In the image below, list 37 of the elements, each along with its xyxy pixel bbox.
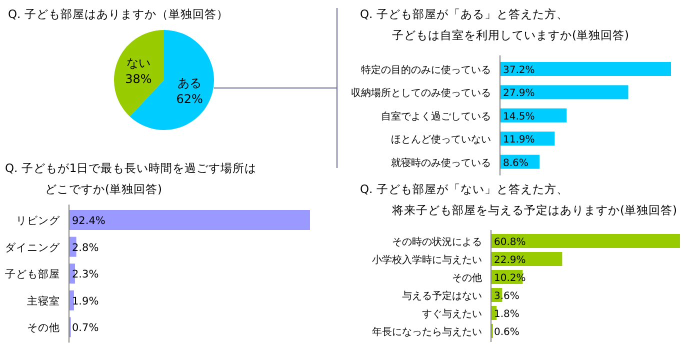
chart-title: Q. 子ども部屋が「ない」と答えた方、将来子ども部屋を与える予定はありますか(単独回答) xyxy=(360,182,677,217)
y-tick-label: 子ども部屋 xyxy=(5,268,60,281)
y-tick-label: その他 xyxy=(452,272,482,284)
data-label: 60.8% xyxy=(494,237,526,248)
data-label: 2.8% xyxy=(72,242,99,254)
data-label: 62% xyxy=(176,92,203,106)
y-tick-label: リビング xyxy=(16,215,61,227)
data-label: 92.4% xyxy=(72,215,106,227)
y-tick-label: ほとんど使っていない xyxy=(391,134,491,146)
data-label: 11.9% xyxy=(503,134,535,146)
chart-title: Q. 子どもが1日で最も長い時間を過ごす場所はどこですか(単独回答) xyxy=(5,161,257,196)
chart-title: Q. 子ども部屋が「ある」と答えた方、子どもは自室を利用していますか(単独回答) xyxy=(360,7,629,42)
y-tick-label: 小学校入学時に与えたい xyxy=(372,254,482,266)
y-tick-label: 自室でよく過ごしている xyxy=(381,110,491,122)
data-label: 0.7% xyxy=(72,322,99,334)
data-label: 8.6% xyxy=(503,158,528,169)
y-tick-label: ダイニング xyxy=(5,242,61,254)
y-tick-label: その時の状況による xyxy=(392,236,482,248)
data-label: 38% xyxy=(125,72,152,86)
y-tick-label: 年長になったら与えたい xyxy=(372,326,482,338)
slice-label: ない xyxy=(126,56,150,70)
data-label: 2.3% xyxy=(72,268,99,281)
y-tick-label: 特定の目的のみに使っている xyxy=(361,64,491,76)
chart-title: Q. 子ども部屋はありますか（単独回答） xyxy=(8,7,228,21)
data-label: 1.9% xyxy=(72,295,99,308)
slice-label: ある xyxy=(178,76,202,90)
y-tick-label: その他 xyxy=(27,322,60,334)
y-tick-label: すぐ与えたい xyxy=(422,308,482,320)
data-label: 22.9% xyxy=(494,255,526,266)
y-tick-label: 主寝室 xyxy=(27,294,60,308)
data-label: 14.5% xyxy=(503,111,535,122)
data-label: 27.9% xyxy=(503,88,535,100)
y-tick-label: 収納場所としてのみ使っている xyxy=(351,87,491,100)
data-label: 0.6% xyxy=(494,327,520,338)
y-tick-label: 就寝時のみ使っている xyxy=(391,156,491,169)
data-label: 37.2% xyxy=(503,65,535,76)
y-tick-label: 与える予定はない xyxy=(402,290,482,302)
